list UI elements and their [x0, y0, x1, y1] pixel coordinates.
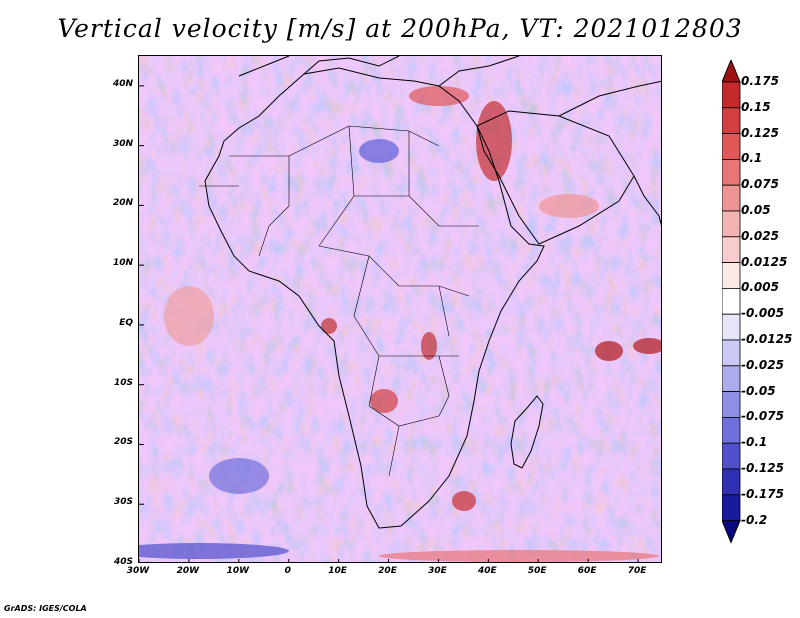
lon-label: 20E	[378, 566, 397, 576]
velocity-patch	[409, 86, 469, 106]
lat-label: 40N	[112, 78, 133, 89]
velocity-patch	[321, 318, 337, 334]
colorbar-segment	[722, 416, 741, 444]
colorbar-label: -0.025	[741, 357, 784, 372]
lon-label: 0	[284, 566, 291, 576]
colorbar-label: 0.175	[741, 74, 779, 88]
lat-label: 30N	[112, 138, 133, 149]
europe-coastline	[238, 56, 661, 117]
colorbar-segment	[722, 81, 741, 109]
lat-label: 20S	[113, 437, 133, 448]
madagascar-coastline	[510, 395, 544, 469]
colorbar-label: -0.05	[741, 383, 776, 398]
colorbar	[722, 60, 741, 544]
velocity-patch	[452, 491, 476, 511]
colorbar-segment	[722, 339, 741, 367]
lon-label: 70E	[627, 566, 647, 576]
velocity-patch	[164, 286, 214, 346]
colorbar-label: -0.175	[741, 486, 784, 501]
vertical-velocity-map	[138, 55, 662, 563]
lat-label: 10N	[112, 258, 133, 269]
colorbar-segment	[722, 494, 741, 521]
lon-label: 30E	[428, 566, 447, 576]
colorbar-segment	[722, 159, 741, 186]
colorbar-label: -0.1	[741, 435, 768, 450]
velocity-blobs	[139, 86, 661, 562]
colorbar-segment	[722, 313, 741, 341]
colorbar-bottom-arrow	[722, 520, 741, 544]
lon-label: 40E	[477, 566, 497, 576]
lon-label: 50E	[527, 566, 547, 576]
lon-label: 10W	[226, 566, 250, 576]
velocity-patch	[476, 101, 512, 181]
map-field	[139, 56, 661, 562]
velocity-patch	[359, 139, 399, 163]
india-coastline	[633, 175, 661, 226]
velocity-patch	[209, 458, 269, 494]
colorbar-segment	[722, 365, 741, 392]
colorbar-label: 0.005	[741, 280, 779, 295]
colorbar-label: 0.075	[741, 177, 779, 192]
colorbar-segment	[722, 262, 741, 289]
colorbar-label: 0.125	[741, 125, 779, 140]
velocity-patch	[539, 194, 599, 218]
colorbar-label: 0.025	[741, 228, 779, 243]
lon-label: 30W	[126, 566, 150, 576]
colorbar-label: -0.0125	[741, 332, 793, 346]
colorbar-label: 0.0125	[741, 254, 788, 269]
lat-label: 20N	[112, 198, 133, 209]
colorbar-label: -0.125	[741, 461, 784, 475]
grads-credit: GrADS: IGES/COLA	[4, 604, 87, 613]
lon-label: 10E	[328, 566, 347, 576]
africa-coastline	[204, 67, 545, 529]
colorbar-segment	[722, 107, 741, 134]
country-borders	[199, 125, 479, 477]
colorbar-segment	[722, 236, 741, 264]
colorbar-label: 0.05	[741, 203, 771, 217]
lat-label: 40S	[113, 557, 133, 567]
colorbar-segment	[722, 468, 741, 496]
velocity-patch	[595, 341, 623, 361]
colorbar-segment	[722, 133, 741, 160]
chart-title: Vertical velocity [m/s] at 200hPa, VT: 2…	[57, 14, 743, 43]
colorbar-label: -0.005	[741, 306, 784, 321]
velocity-patch	[370, 389, 398, 413]
velocity-patch	[421, 332, 437, 360]
velocity-patch	[633, 338, 661, 354]
colorbar-label: -0.075	[741, 409, 784, 424]
velocity-patch	[139, 543, 289, 559]
colorbar-label: 0.1	[741, 151, 763, 166]
colorbar-segment	[722, 287, 741, 315]
lon-label: 20W	[176, 566, 200, 576]
lat-label: 30S	[113, 497, 133, 508]
coastlines	[199, 56, 661, 529]
map-ticks	[139, 85, 639, 562]
colorbar-segment	[722, 391, 741, 418]
lat-label: EQ	[119, 317, 133, 328]
arabia-coastline	[476, 110, 635, 245]
colorbar-segment	[722, 210, 741, 238]
colorbar-top-arrow	[722, 60, 741, 83]
colorbar-segment	[722, 442, 741, 470]
colorbar-label: -0.2	[741, 512, 768, 527]
colorbar-segment	[722, 184, 741, 212]
colorbar-label: 0.15	[741, 99, 771, 114]
lon-label: 60E	[577, 566, 597, 576]
velocity-patch	[379, 550, 659, 562]
lat-label: 10S	[113, 377, 133, 388]
